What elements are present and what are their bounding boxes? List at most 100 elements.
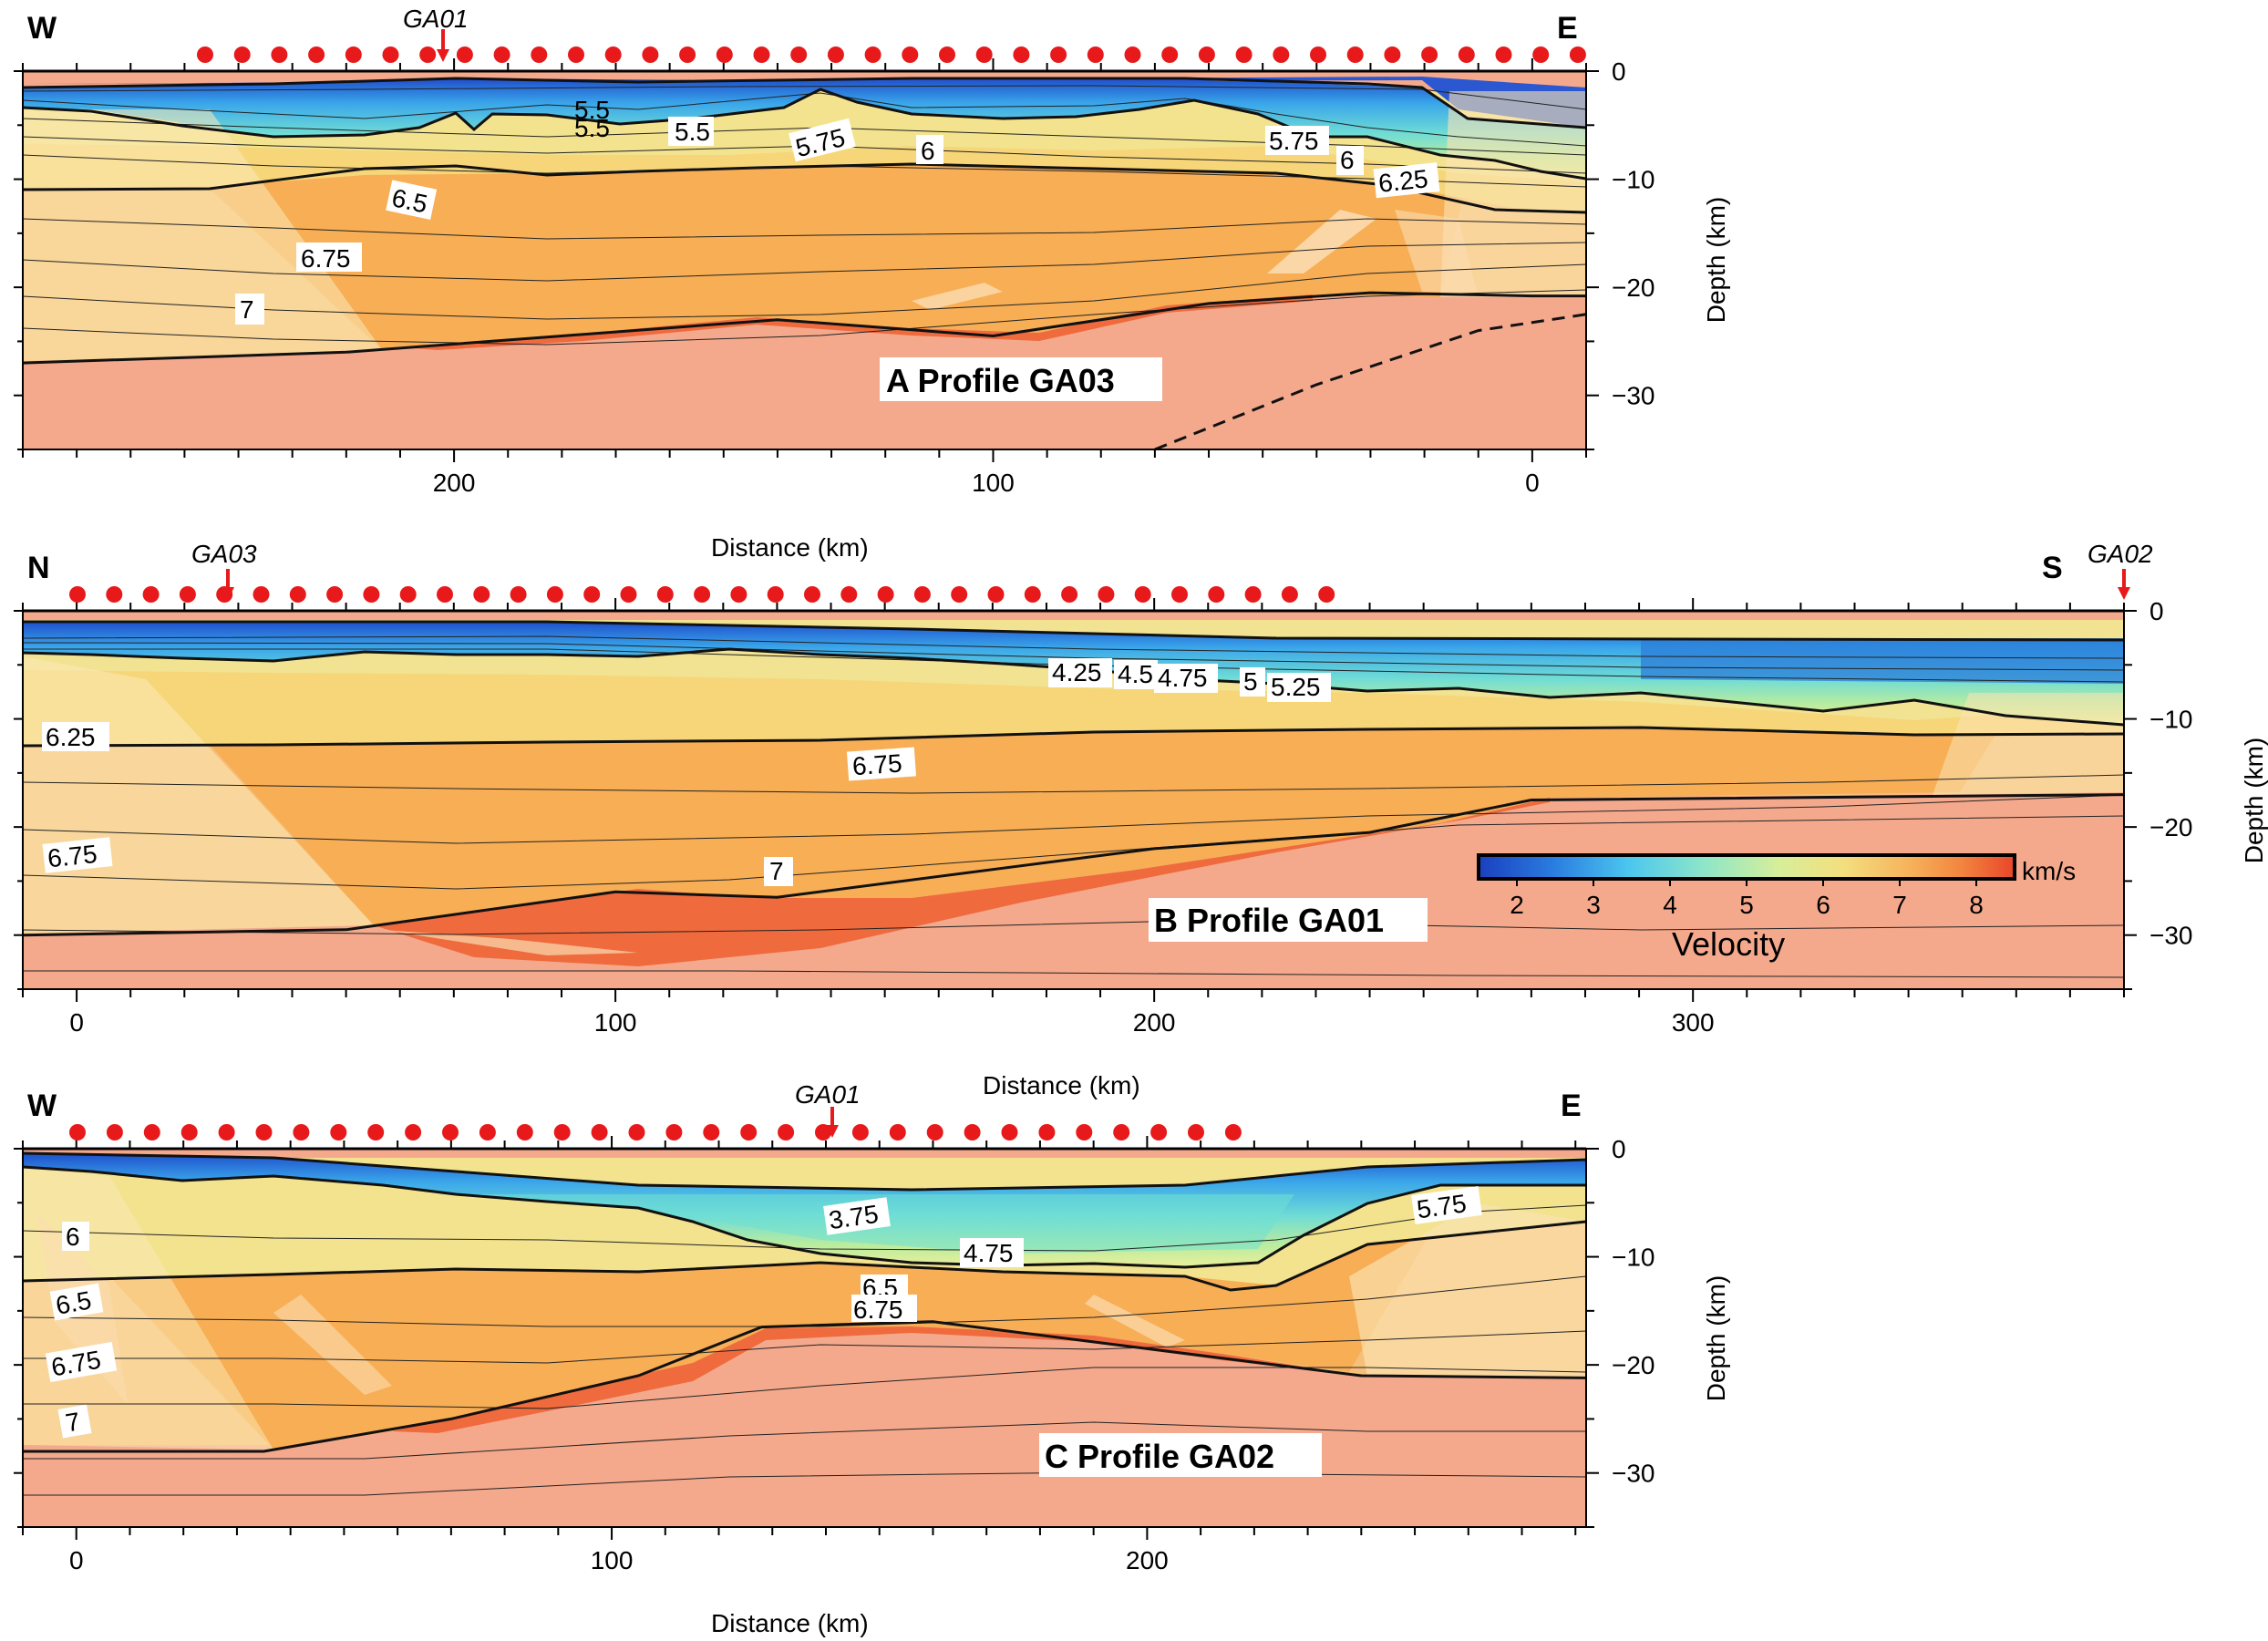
panel-c-contour-labels: 3.75 4.75 5.75 6 6.5 6.5 6.75 6.75 7 [45, 1186, 1482, 1439]
panel-b-x-axis-title: Distance (km) [983, 1071, 1140, 1099]
station-marker [289, 586, 306, 603]
contour-label: 5.5 [675, 118, 710, 146]
station-marker [382, 46, 399, 63]
station-marker [419, 46, 437, 63]
station-marker [1310, 46, 1326, 63]
panel-c-right-end: E [1561, 1089, 1582, 1123]
panel-a-y-tick-labels: 0 −10 −20 −30 [1612, 57, 1655, 410]
station-marker [604, 46, 622, 63]
panel-c-left-end: W [27, 1089, 57, 1123]
panel-b-y-tick-labels: 0 −10 −20 −30 [2149, 597, 2193, 950]
station-marker [1024, 586, 1041, 603]
panel-a-y-axis-title: Depth (km) [1702, 197, 1730, 323]
x-tick-label: 0 [69, 1546, 84, 1574]
panel-b-x-tick-labels: 0 100 200 300 [69, 1008, 1714, 1037]
contour-label: 5 [1243, 667, 1258, 696]
station-marker [405, 1124, 422, 1140]
station-marker [1244, 586, 1262, 603]
contour-label: 4.25 [1052, 658, 1102, 686]
station-marker [233, 46, 251, 63]
station-marker [902, 46, 919, 63]
station-marker [69, 586, 86, 603]
panel-b-right-end: S [2042, 551, 2063, 585]
x-tick-label: 200 [433, 469, 476, 497]
station-marker [437, 586, 453, 603]
station-marker [1273, 46, 1290, 63]
panel-b-title-box: B Profile GA01 [1149, 898, 1428, 942]
panel-a-title-box: A Profile GA03 [880, 357, 1162, 401]
station-marker [1171, 586, 1188, 603]
panel-b-left-end: N [27, 551, 50, 585]
x-tick-label: 100 [591, 1546, 634, 1574]
panel-b-model: 4.25 4.5 4.75 5 5.25 6.25 6.75 6.75 7 [23, 611, 2124, 989]
panel-c-moho [23, 1320, 1586, 1453]
panel-a-contour-labels: 5.5 5.5 5.5 5.75 6 5.75 6 6.25 6.5 6.75 [235, 96, 1440, 325]
station-marker [1001, 1124, 1018, 1140]
station-marker [69, 1124, 86, 1140]
panel-a-axis-ticks [14, 58, 1599, 462]
colorbar-tick-label: 2 [1510, 891, 1524, 919]
y-tick-label: −30 [1612, 382, 1655, 410]
contour-label: 6.75 [853, 1295, 903, 1324]
station-marker [716, 46, 733, 63]
station-marker [106, 586, 123, 603]
contour-label: 6.5 [54, 1285, 94, 1319]
station-marker [1384, 46, 1401, 63]
station-marker [1076, 1124, 1093, 1140]
station-marker [913, 586, 931, 603]
station-marker [877, 586, 894, 603]
panel-c-y-tick-labels: 0 −10 −20 −30 [1612, 1135, 1655, 1488]
panel-c-x-axis-title: Distance (km) [711, 1609, 869, 1637]
panel-a-right-end: E [1557, 11, 1578, 46]
station-marker [591, 1124, 608, 1140]
colorbar-tick-label: 8 [1969, 891, 1984, 919]
panel-c: 3.75 4.75 5.75 6 6.5 6.5 6.75 6.75 7 0 10… [14, 1080, 1730, 1637]
contour-label: 5.25 [1271, 673, 1321, 701]
station-marker [753, 46, 770, 63]
panel-b-crossing-marker-right: GA02 [2088, 540, 2153, 600]
station-marker [345, 46, 362, 63]
station-marker [1050, 46, 1067, 63]
velocity-colorbar: 2 3 4 5 6 7 8 km/s Velocity [1477, 853, 2076, 963]
station-marker [1098, 586, 1115, 603]
station-marker [308, 46, 325, 63]
contour-label: 5.75 [1269, 127, 1319, 155]
y-tick-label: 0 [1612, 1135, 1626, 1163]
crossing-arrow-icon [2118, 587, 2130, 600]
station-marker [1235, 46, 1253, 63]
station-marker [1495, 46, 1512, 63]
panel-a: 5.5 5.5 5.5 5.75 6 5.75 6 6.25 6.5 6.75 [14, 5, 1730, 562]
station-marker [1198, 46, 1215, 63]
station-marker [694, 586, 711, 603]
station-marker [815, 1124, 831, 1140]
panel-b-crossing-right-label: GA02 [2088, 540, 2153, 568]
panel-b-crossing-left-label: GA03 [191, 540, 257, 568]
station-marker [197, 46, 213, 63]
station-marker [1421, 46, 1438, 63]
x-tick-label: 100 [594, 1008, 637, 1037]
station-marker [1346, 46, 1364, 63]
station-marker [1188, 1124, 1204, 1140]
station-marker [778, 1124, 795, 1140]
station-marker [271, 46, 288, 63]
panel-b-crossing-marker-left: GA03 [191, 540, 257, 600]
panel-c-model: 3.75 4.75 5.75 6 6.5 6.5 6.75 6.75 7 [23, 1149, 1586, 1527]
station-marker [106, 1124, 123, 1140]
panel-a-moho [23, 291, 1586, 365]
station-marker [975, 46, 993, 63]
station-marker [1281, 586, 1298, 603]
station-marker [1532, 46, 1550, 63]
station-marker [1061, 586, 1078, 603]
station-marker [951, 586, 968, 603]
x-tick-label: 100 [972, 469, 1015, 497]
station-marker [531, 46, 548, 63]
station-marker [703, 1124, 720, 1140]
y-tick-label: 0 [2149, 597, 2164, 625]
station-marker [1013, 46, 1030, 63]
y-tick-label: −20 [1612, 1351, 1655, 1379]
panel-c-crossing-label: GA01 [795, 1080, 861, 1109]
y-tick-label: −30 [2149, 922, 2193, 950]
station-marker [790, 46, 808, 63]
station-marker [1113, 1124, 1130, 1140]
station-marker [767, 586, 784, 603]
